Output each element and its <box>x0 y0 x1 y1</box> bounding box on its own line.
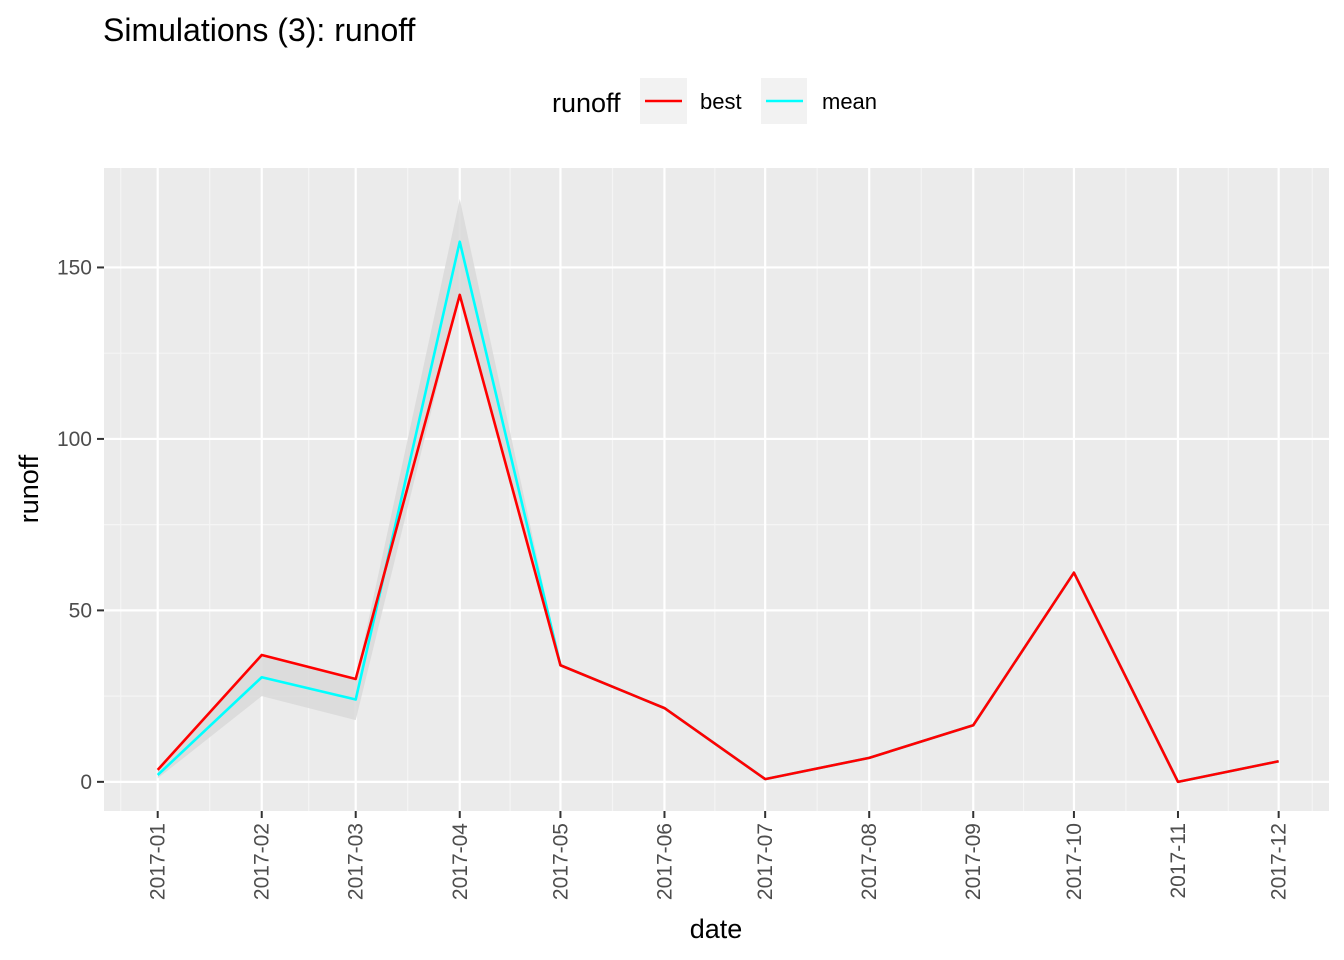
x-tick-label-6: 2017-07 <box>754 823 777 900</box>
x-tick-label-1: 2017-02 <box>251 823 274 900</box>
x-tick-label-7: 2017-08 <box>858 823 881 900</box>
legend: runoff best mean <box>552 78 877 124</box>
uncertainty-band <box>157 198 1279 782</box>
legend-label-mean: mean <box>822 89 877 114</box>
x-tick-label-9: 2017-10 <box>1063 823 1086 900</box>
legend-title: runoff <box>552 88 621 118</box>
x-tick-label-5: 2017-06 <box>653 823 676 900</box>
band-area <box>157 198 1279 782</box>
x-axis: 2017-01 2017-02 2017-03 2017-04 2017-05 2017-… <box>147 811 1291 900</box>
series-lines <box>156 240 1279 784</box>
y-axis: 0 50 100 150 <box>57 256 104 794</box>
x-tick-label-11: 2017-12 <box>1268 823 1291 900</box>
chart-title: Simulations (3): runoff <box>103 12 416 48</box>
x-tick-label-4: 2017-05 <box>549 823 572 900</box>
x-tick-label-3: 2017-04 <box>449 823 472 900</box>
y-tick-label-2: 100 <box>57 428 92 451</box>
x-axis-title: date <box>690 914 743 944</box>
x-tick-label-10: 2017-11 <box>1167 823 1190 899</box>
y-tick-label-0: 0 <box>80 771 92 794</box>
x-tick-label-0: 2017-01 <box>147 823 170 900</box>
y-tick-label-1: 50 <box>69 599 92 622</box>
legend-label-best: best <box>700 89 742 114</box>
x-tick-label-2: 2017-03 <box>345 823 368 900</box>
y-tick-label-3: 150 <box>57 256 92 279</box>
y-axis-title: runoff <box>14 454 44 523</box>
x-tick-label-8: 2017-09 <box>962 823 985 900</box>
series-line-best <box>156 293 1279 784</box>
